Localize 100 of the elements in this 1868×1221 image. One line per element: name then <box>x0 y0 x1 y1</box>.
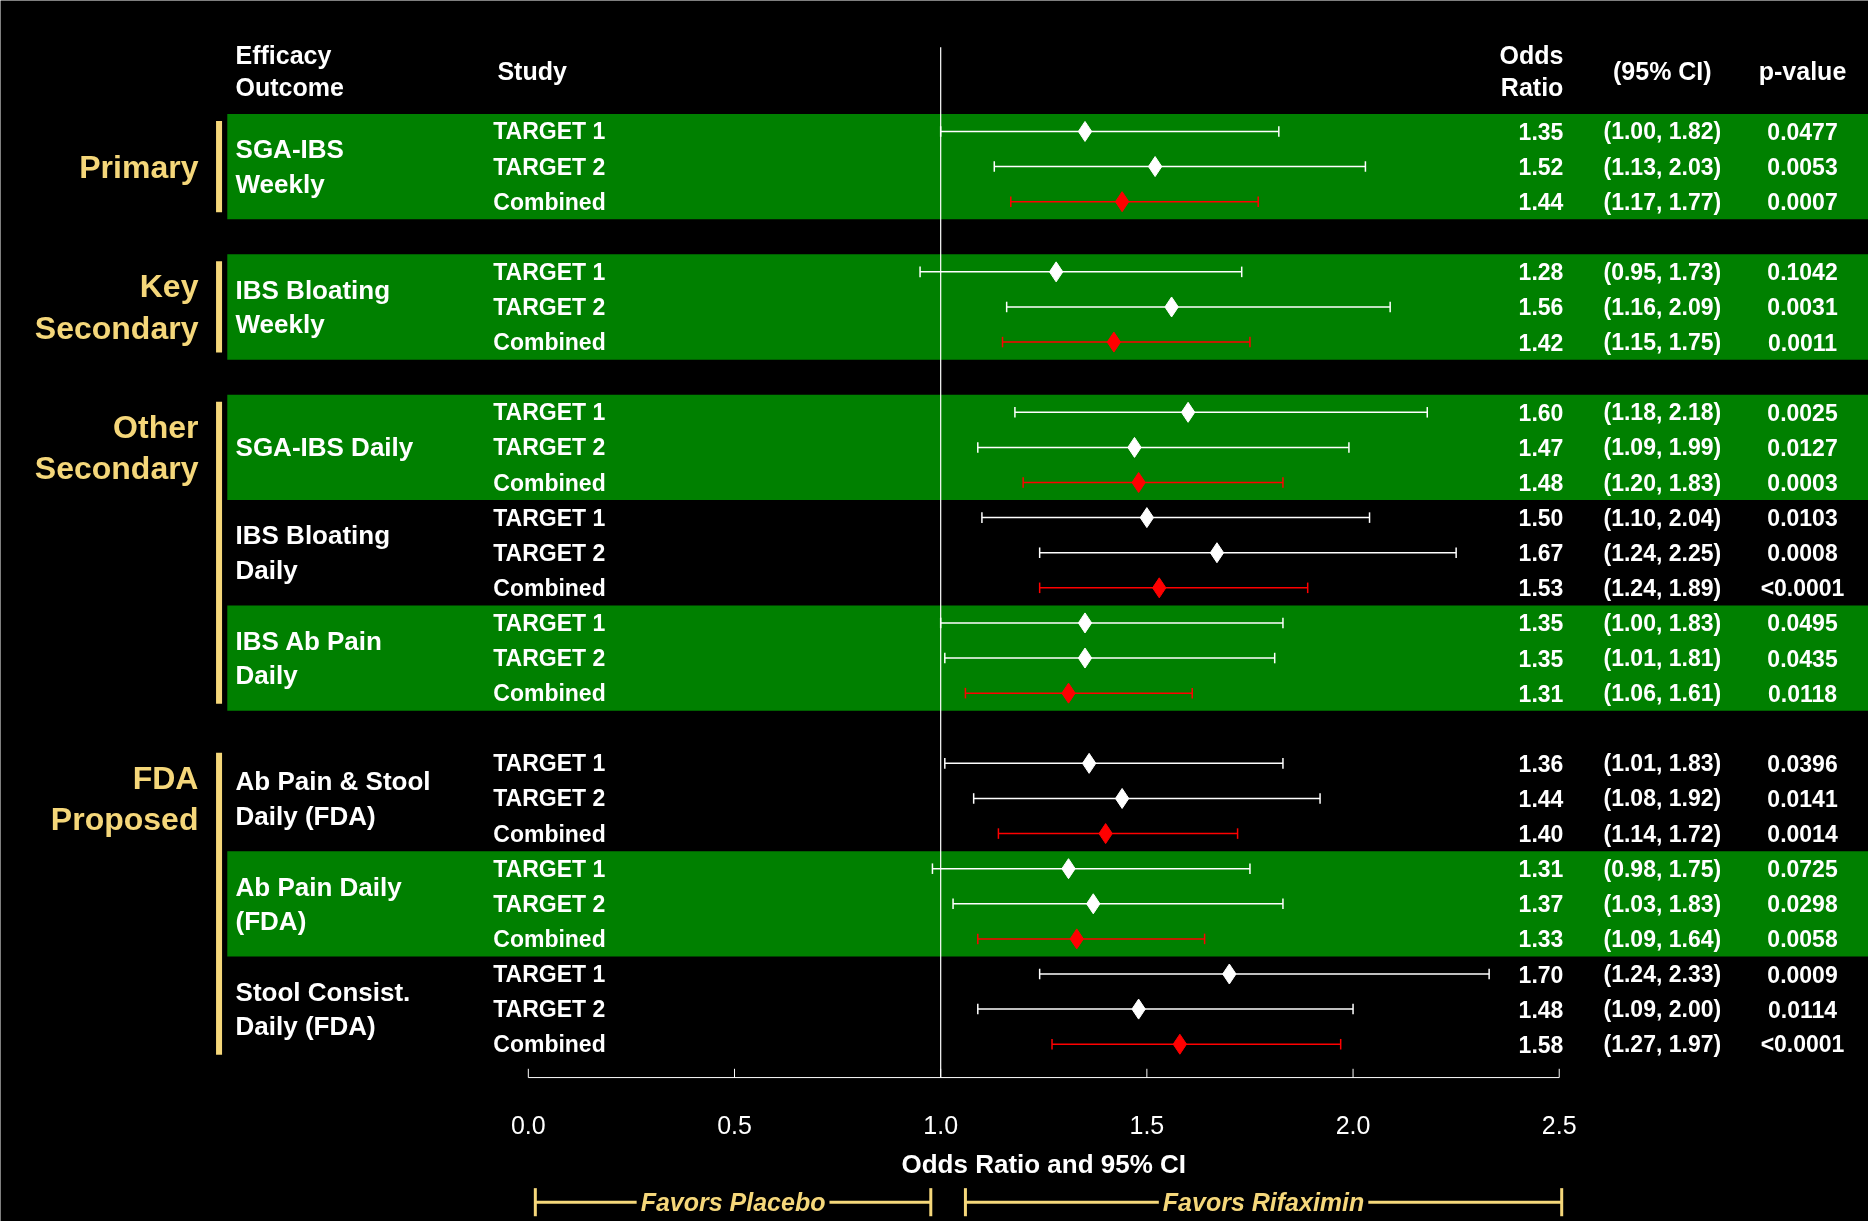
annotation: 1.35 <box>1518 645 1564 672</box>
y-tick-label: TARGET 1 <box>493 609 606 636</box>
annotation: 1.50 <box>1518 505 1564 532</box>
text: 0.0127 <box>1767 434 1838 461</box>
text: 0.0141 <box>1767 785 1838 812</box>
text: IBS Bloating Weekly <box>235 274 391 340</box>
text: IBS Ab Pain Daily <box>235 625 382 691</box>
y-tick-label: TARGET 1 <box>493 750 606 777</box>
text: 0.0477 <box>1767 118 1838 145</box>
text: 0.0008 <box>1767 540 1838 567</box>
annotation: 1.48 <box>1518 996 1564 1023</box>
text: 0.0725 <box>1767 856 1838 883</box>
annotation: 1.33 <box>1518 926 1564 953</box>
x-tick-label: 0.5 <box>717 1110 752 1139</box>
y-tick-label: TARGET 2 <box>493 996 606 1023</box>
text: 0.0118 <box>1767 680 1838 707</box>
text: (1.15, 1.75) <box>1603 329 1722 356</box>
y-tick-label: Combined <box>493 680 606 707</box>
annotation: 1.53 <box>1518 575 1564 602</box>
text: Study <box>497 56 567 85</box>
x-tick-label: 1.0 <box>923 1110 959 1139</box>
text: 0.0053 <box>1767 154 1838 181</box>
text: (1.09, 1.99) <box>1603 434 1722 461</box>
y-tick-label: TARGET 1 <box>493 855 606 882</box>
text: Primary <box>79 148 199 185</box>
annotation: 1.31 <box>1518 680 1564 707</box>
text: (1.03, 1.83) <box>1603 890 1722 917</box>
text: SGA-IBS Daily <box>235 432 414 463</box>
text: IBS Bloating Daily <box>235 520 391 585</box>
text: Favors Placebo <box>640 1188 826 1217</box>
text: 0.0009 <box>1767 961 1838 988</box>
text: (1.08, 1.92) <box>1603 785 1722 812</box>
annotation: 1.40 <box>1518 821 1564 848</box>
text: (1.09, 1.64) <box>1603 925 1722 952</box>
x-axis-title: Odds Ratio and 95% CI <box>901 1148 1187 1179</box>
text: Favors Rifaximin <box>1162 1188 1365 1217</box>
text: (0.95, 1.73) <box>1603 258 1722 285</box>
text: (95% CI) <box>1613 56 1712 85</box>
y-tick-label: TARGET 2 <box>493 645 606 672</box>
annotation: 1.52 <box>1518 154 1564 181</box>
text: (1.27, 1.97) <box>1603 1031 1722 1058</box>
text: 0.0435 <box>1767 645 1838 672</box>
text: 0.0007 <box>1767 189 1838 216</box>
annotation: 1.56 <box>1518 294 1564 321</box>
text: 0.0058 <box>1767 926 1838 953</box>
y-tick-label: Combined <box>493 329 606 356</box>
text: 0.0003 <box>1767 470 1838 497</box>
annotation: 1.37 <box>1518 891 1564 918</box>
text: <0.0001 <box>1760 1031 1845 1058</box>
y-tick-label: Combined <box>493 820 606 847</box>
text: (0.98, 1.75) <box>1603 855 1722 882</box>
y-tick-label: TARGET 1 <box>493 961 606 987</box>
annotation: 1.31 <box>1518 856 1564 883</box>
y-tick-label: Combined <box>493 469 606 496</box>
y-tick-label: TARGET 2 <box>493 153 606 180</box>
annotation: 1.36 <box>1518 750 1564 777</box>
y-tick-label: TARGET 1 <box>493 399 606 426</box>
text: 0.0025 <box>1767 399 1838 426</box>
text: (1.24, 2.25) <box>1603 539 1722 566</box>
text: (1.20, 1.83) <box>1603 469 1722 496</box>
text: (1.17, 1.77) <box>1603 188 1722 215</box>
text: (1.01, 1.83) <box>1603 750 1722 777</box>
x-tick-label: 2.0 <box>1335 1110 1371 1139</box>
x-tick-label: 1.5 <box>1129 1110 1165 1139</box>
text: Stool Consist. Daily (FDA) <box>235 976 411 1042</box>
y-tick-label: TARGET 2 <box>493 785 606 812</box>
text: 0.1042 <box>1767 259 1838 286</box>
annotation: 1.42 <box>1518 329 1564 356</box>
text: (1.06, 1.61) <box>1603 680 1722 707</box>
text: (1.14, 1.72) <box>1603 820 1722 847</box>
text: 0.0298 <box>1767 891 1838 918</box>
y-tick-label: Combined <box>493 1031 606 1058</box>
text: p-value <box>1758 56 1847 85</box>
text: 0.0114 <box>1767 996 1838 1023</box>
text: (1.09, 2.00) <box>1603 996 1722 1023</box>
annotation: 1.35 <box>1518 610 1564 637</box>
text: Other Secondary <box>34 408 199 487</box>
text: (1.16, 2.09) <box>1603 293 1722 320</box>
text: Key Secondary <box>34 268 199 346</box>
text: 0.0103 <box>1767 505 1838 532</box>
y-tick-label: Combined <box>493 188 606 215</box>
annotation: 1.35 <box>1518 118 1564 145</box>
text: (1.18, 2.18) <box>1603 399 1722 426</box>
text: Odds Ratio <box>1499 40 1564 101</box>
text: (1.00, 1.82) <box>1603 118 1722 145</box>
y-tick-label: Combined <box>493 925 606 952</box>
text: SGA-IBS Weekly <box>235 134 344 199</box>
annotation: 1.28 <box>1518 259 1564 286</box>
y-tick-label: TARGET 1 <box>493 258 606 285</box>
text: <0.0001 <box>1760 574 1845 601</box>
y-tick-label: Combined <box>493 574 606 601</box>
text: (1.24, 1.89) <box>1603 574 1722 601</box>
text: (1.10, 2.04) <box>1603 504 1722 531</box>
annotation: 1.60 <box>1518 399 1564 426</box>
text: 0.0495 <box>1767 610 1838 637</box>
text: Ab Pain & Stool Daily (FDA) <box>235 766 431 831</box>
annotation: 1.48 <box>1518 470 1564 497</box>
text: (1.00, 1.83) <box>1603 609 1722 636</box>
text: 0.0011 <box>1767 329 1838 356</box>
text: 0.0396 <box>1767 750 1838 777</box>
